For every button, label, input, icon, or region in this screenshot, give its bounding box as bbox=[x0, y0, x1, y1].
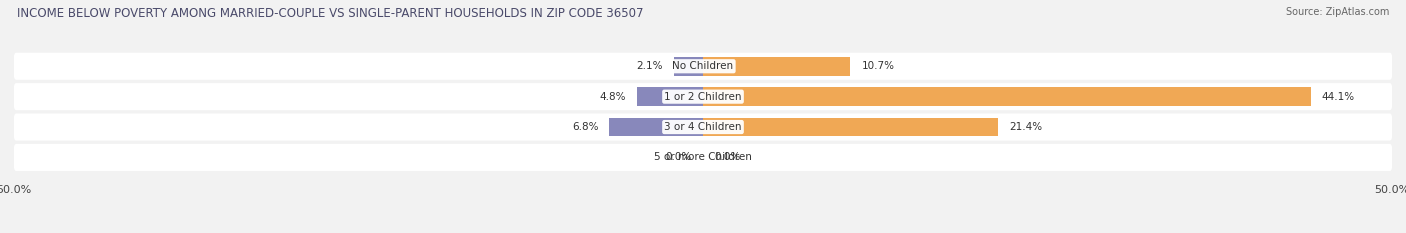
Bar bbox=[637, 87, 703, 106]
Bar bbox=[703, 87, 1310, 106]
FancyBboxPatch shape bbox=[14, 83, 1392, 110]
Text: 44.1%: 44.1% bbox=[1322, 92, 1355, 102]
Text: 6.8%: 6.8% bbox=[572, 122, 599, 132]
Text: 1 or 2 Children: 1 or 2 Children bbox=[664, 92, 742, 102]
Text: 4.8%: 4.8% bbox=[599, 92, 626, 102]
Text: 10.7%: 10.7% bbox=[862, 61, 894, 71]
Text: INCOME BELOW POVERTY AMONG MARRIED-COUPLE VS SINGLE-PARENT HOUSEHOLDS IN ZIP COD: INCOME BELOW POVERTY AMONG MARRIED-COUPL… bbox=[17, 7, 644, 20]
Text: 0.0%: 0.0% bbox=[665, 152, 692, 162]
Bar bbox=[673, 57, 703, 76]
Bar bbox=[609, 118, 703, 137]
Bar bbox=[703, 118, 998, 137]
Text: 5 or more Children: 5 or more Children bbox=[654, 152, 752, 162]
Text: 0.0%: 0.0% bbox=[714, 152, 741, 162]
Bar bbox=[703, 57, 851, 76]
FancyBboxPatch shape bbox=[14, 144, 1392, 171]
Text: Source: ZipAtlas.com: Source: ZipAtlas.com bbox=[1285, 7, 1389, 17]
Text: No Children: No Children bbox=[672, 61, 734, 71]
Text: 2.1%: 2.1% bbox=[637, 61, 664, 71]
Text: 21.4%: 21.4% bbox=[1010, 122, 1042, 132]
FancyBboxPatch shape bbox=[14, 113, 1392, 140]
FancyBboxPatch shape bbox=[14, 53, 1392, 80]
Text: 3 or 4 Children: 3 or 4 Children bbox=[664, 122, 742, 132]
